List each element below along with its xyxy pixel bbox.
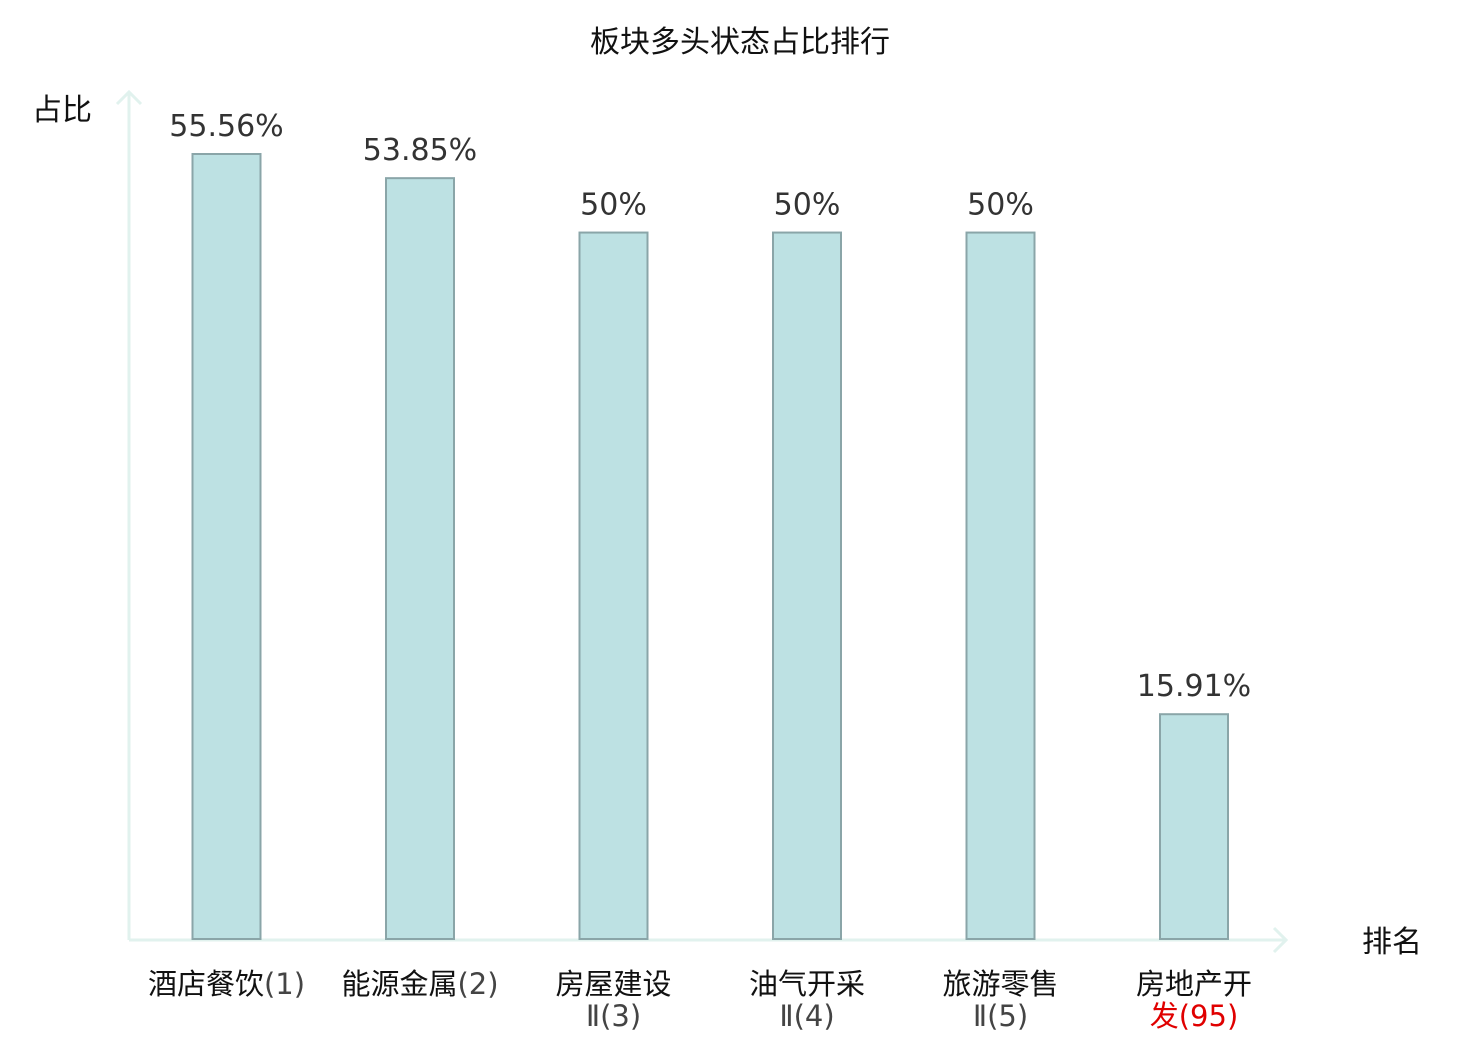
y-axis-arrow <box>115 89 143 106</box>
bar <box>772 231 842 940</box>
chart-title: 板块多头状态占比排行 <box>590 25 890 60</box>
bar <box>385 177 455 941</box>
y-axis-label: 占比 <box>32 93 92 128</box>
x-tick-label-text: 油气开采 <box>749 967 865 1001</box>
bar <box>191 153 262 940</box>
x-tick-label: 能源金属(2) <box>341 967 498 1001</box>
x-tick-label-line2: 发(95) <box>1150 999 1239 1033</box>
x-tick-label-rank: (1) <box>264 967 305 1001</box>
x-tick-label: 房地产开 <box>1136 967 1252 1001</box>
x-axis-label: 排名 <box>1362 925 1422 960</box>
x-tick-label-line2: Ⅱ(5) <box>973 999 1028 1033</box>
x-tick-label: 旅游零售 <box>942 967 1058 1001</box>
bar-value-label: 50% <box>774 188 841 223</box>
bar-value-label: 55.56% <box>169 109 283 144</box>
x-tick-label-text: 能源金属 <box>341 967 457 1001</box>
x-axis-arrow <box>1272 926 1289 954</box>
x-tick-label-rank: (95) <box>1179 999 1239 1033</box>
bar-value-label: 15.91% <box>1137 669 1251 704</box>
x-tick-label-text: 房屋建设 <box>555 967 671 1001</box>
x-tick-label-line2-text: Ⅱ(4) <box>779 999 834 1033</box>
bar <box>1159 713 1229 940</box>
bar-value-label: 50% <box>580 188 647 223</box>
x-tick-label-text: 酒店餐饮 <box>148 967 264 1001</box>
x-tick-label-line2: Ⅱ(4) <box>779 999 834 1033</box>
x-tick-label-line2: Ⅱ(3) <box>586 999 641 1033</box>
x-tick-label-rank: (2) <box>457 967 498 1001</box>
x-tick-label-line2-text: 发 <box>1150 999 1179 1033</box>
bar <box>578 231 649 940</box>
x-tick-label-line2-text: Ⅱ(3) <box>586 999 641 1033</box>
x-tick-label-line2-text: Ⅱ(5) <box>973 999 1028 1033</box>
bar-value-label: 50% <box>967 188 1034 223</box>
x-tick-label-text: 旅游零售 <box>942 967 1058 1001</box>
x-tick-label-text: 房地产开 <box>1136 967 1252 1001</box>
bar <box>965 231 1036 940</box>
x-tick-label: 房屋建设 <box>555 967 671 1001</box>
bar-value-label: 53.85% <box>363 133 477 168</box>
x-tick-label: 油气开采 <box>749 967 865 1001</box>
x-tick-label: 酒店餐饮(1) <box>148 967 305 1001</box>
